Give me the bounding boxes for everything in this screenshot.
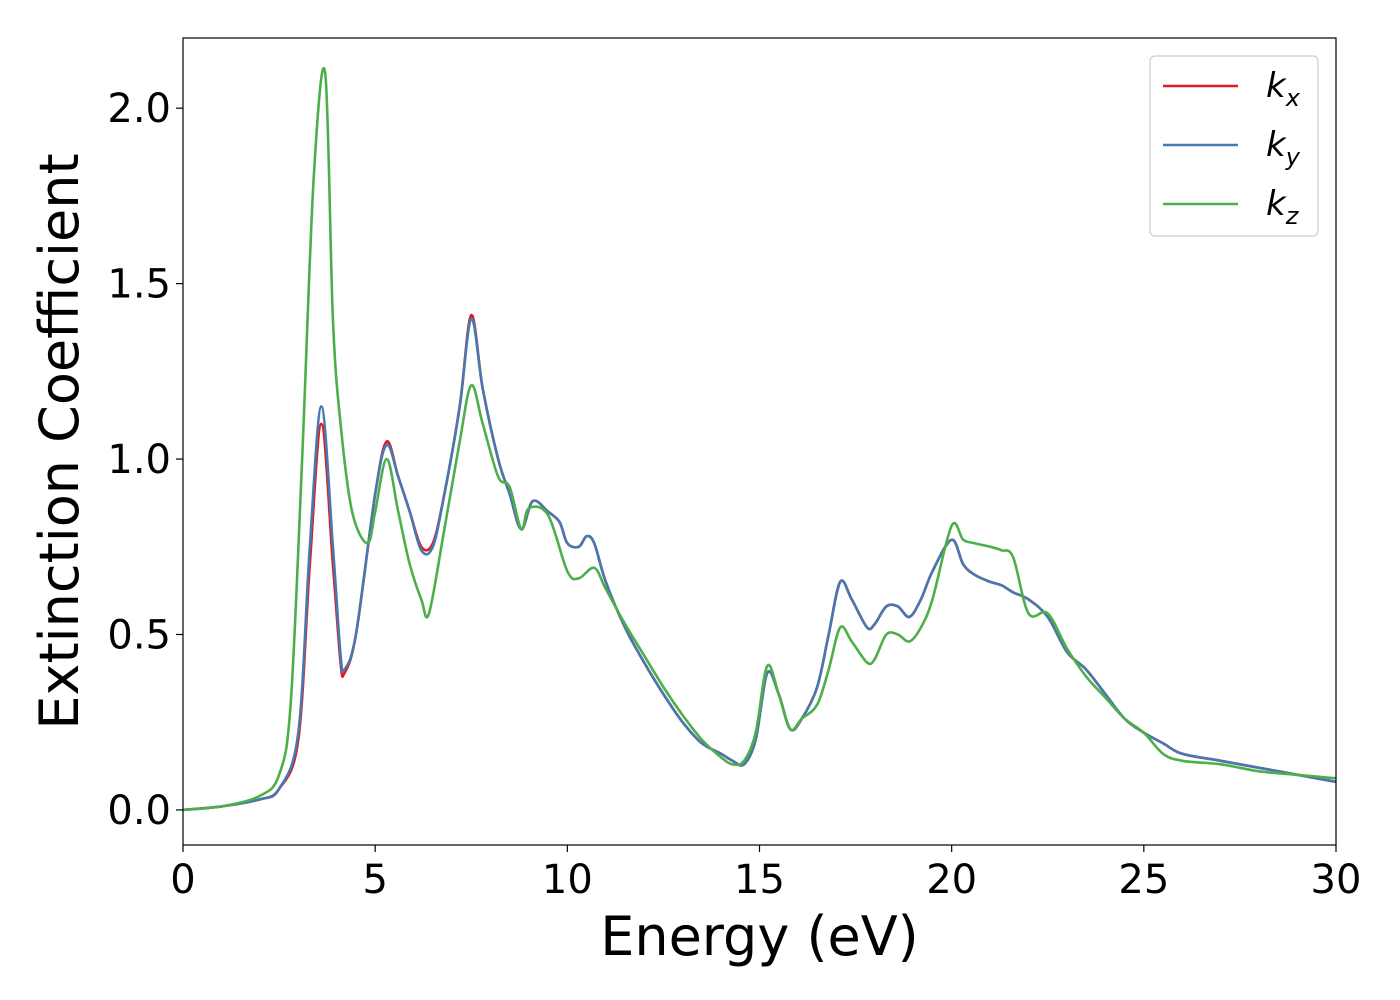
series-line-y <box>183 317 1336 812</box>
y-tick-label: 1.5 <box>107 262 171 308</box>
y-axis-title: Extinction Coefficient <box>28 153 91 729</box>
legend-label-x: kx <box>1266 66 1301 112</box>
plot-area <box>183 66 1336 812</box>
x-tick-label: 20 <box>926 857 977 903</box>
x-axis-title: Energy (eV) <box>600 905 919 968</box>
x-tick-label: 10 <box>542 857 593 903</box>
legend: kx ky kz <box>1149 55 1319 237</box>
y-tick-label: 1.0 <box>107 437 171 483</box>
x-tick-label: 5 <box>362 857 387 903</box>
y-tick-label: 2.0 <box>107 86 171 132</box>
x-tick-label: 15 <box>734 857 785 903</box>
y-tick-label: 0.5 <box>107 612 171 658</box>
ticks: 0 5 10 15 20 25 30 0.0 0.5 1.0 1.5 2.0 <box>107 86 1361 903</box>
x-tick-label: 25 <box>1118 857 1169 903</box>
x-tick-label: 0 <box>170 857 195 903</box>
series-line-z <box>183 66 1336 812</box>
x-tick-label: 30 <box>1311 857 1362 903</box>
plot-frame <box>182 37 1337 846</box>
y-tick-label: 0.0 <box>107 788 171 834</box>
series-line-x <box>183 313 1336 812</box>
legend-label-z: kz <box>1266 184 1300 230</box>
legend-label-y: ky <box>1266 125 1301 171</box>
